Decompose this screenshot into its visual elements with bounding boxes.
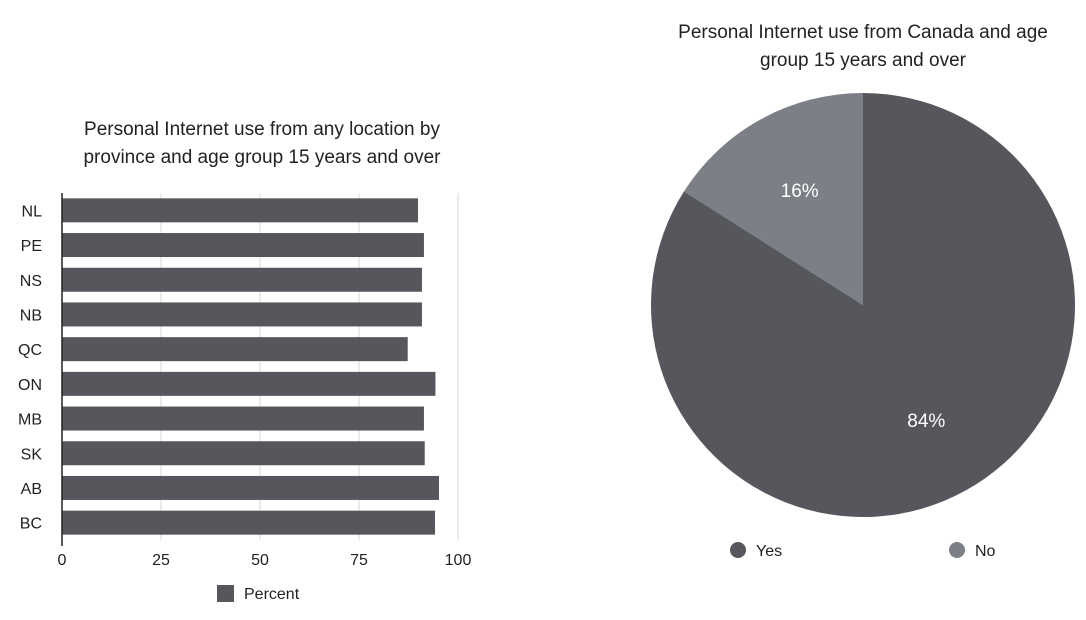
bar-pe	[62, 233, 424, 258]
pie-slice-label-yes: 84%	[907, 411, 945, 432]
bar-mb	[62, 406, 424, 431]
bar-category-label: BC	[20, 516, 42, 533]
bar-x-tick-label: 75	[350, 552, 368, 569]
bar-x-tick-label: 100	[445, 552, 472, 569]
bar-legend-swatch	[217, 585, 234, 602]
bar-category-label: NB	[20, 307, 42, 324]
bar-nb	[62, 302, 422, 327]
bar-chart-category-labels: NL PE NS NB QC ON MB SK AB BC	[18, 203, 42, 532]
pie-legend-label-no: No	[975, 543, 996, 560]
bar-category-label: NL	[22, 203, 43, 220]
bar-legend-label: Percent	[244, 586, 300, 603]
pie-legend-swatch-no	[949, 542, 965, 558]
bar-category-label: QC	[18, 342, 42, 359]
bar-on	[62, 371, 436, 396]
pie-legend-swatch-yes	[730, 542, 746, 558]
bar-qc	[62, 337, 408, 362]
bar-chart-legend: Percent	[217, 585, 300, 603]
bar-category-label: NS	[20, 273, 42, 290]
pie-chart-title-line-1: Personal Internet use from Canada and ag…	[678, 22, 1048, 43]
pie-chart-title-line-2: group 15 years and over	[760, 50, 967, 71]
bar-category-label: AB	[21, 481, 42, 498]
bar-ab	[62, 475, 439, 500]
bar-chart-title-line-1: Personal Internet use from any location …	[84, 119, 440, 140]
bar-sk	[62, 441, 425, 466]
bar-bc	[62, 510, 436, 535]
bar-x-tick-label: 50	[251, 552, 269, 569]
bar-nl	[62, 198, 419, 223]
bar-category-label: SK	[21, 446, 43, 463]
pie-slice-yes	[651, 93, 1076, 517]
pie-slice-no	[684, 93, 863, 305]
pie-chart-slice-labels: 84% 16%	[781, 181, 946, 432]
bar-chart-x-tick-labels: 0 25 50 75 100	[58, 552, 472, 569]
bar-x-tick-label: 0	[58, 552, 67, 569]
bar-category-label: ON	[18, 377, 42, 394]
bar-ns	[62, 267, 422, 292]
pie-chart-slices	[651, 93, 1076, 517]
pie-chart: Personal Internet use from Canada and ag…	[651, 22, 1076, 560]
bar-chart: Personal Internet use from any location …	[18, 119, 471, 603]
bar-chart-title-line-2: province and age group 15 years and over	[83, 147, 441, 168]
pie-legend-label-yes: Yes	[756, 543, 782, 560]
bar-category-label: MB	[18, 412, 42, 429]
pie-chart-legend: Yes No	[730, 542, 996, 560]
bar-category-label: PE	[21, 238, 42, 255]
pie-slice-label-no: 16%	[781, 181, 819, 202]
bar-chart-bars	[62, 198, 439, 535]
bar-x-tick-label: 25	[152, 552, 170, 569]
